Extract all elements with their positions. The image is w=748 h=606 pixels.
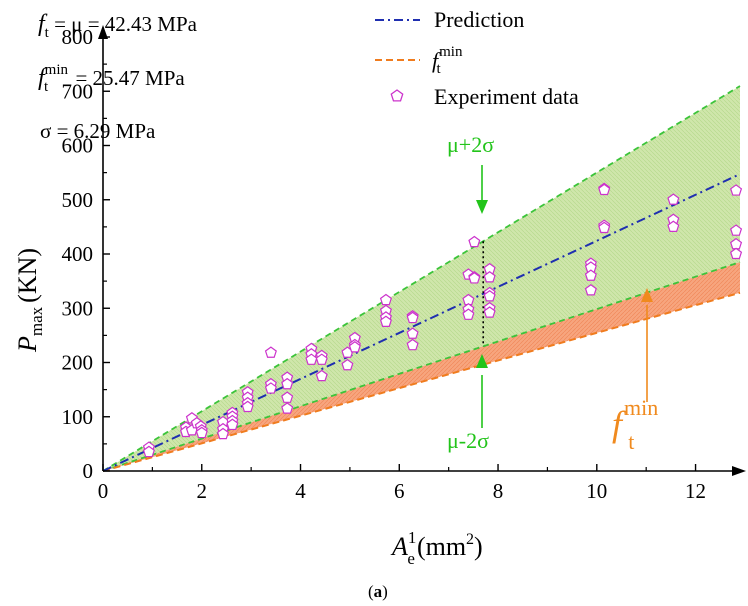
experiment-point <box>462 308 475 320</box>
experiment-point <box>483 270 496 283</box>
experiment-point <box>406 311 419 324</box>
experiment-point <box>195 426 208 439</box>
y-tick-label: 300 <box>62 296 94 320</box>
x-tick-label: 2 <box>197 479 208 503</box>
x-tick-label: 8 <box>493 479 504 503</box>
experiment-point <box>483 289 496 302</box>
y-tick-label: 800 <box>62 25 94 49</box>
experiment-point <box>241 400 254 413</box>
experiment-point <box>281 402 294 414</box>
parameter-block: ft = μ = 42.43 MPa fmin t = 25.47 MPa σ =… <box>38 11 198 143</box>
legend: Prediction fmin t Experiment data <box>375 7 579 109</box>
y-tick-label: 0 <box>83 459 94 483</box>
upper-annotation-label: μ+2σ <box>447 132 494 157</box>
experiment-point <box>315 353 328 365</box>
x-tick-label: 10 <box>586 479 607 503</box>
experiment-point <box>226 418 239 431</box>
y-axis-arrowhead <box>98 25 108 39</box>
experiment-point <box>406 338 419 351</box>
x-tick-label: 4 <box>295 479 306 503</box>
experiment-point <box>598 183 611 196</box>
ftmin-line <box>102 291 741 472</box>
x-axis-arrowhead <box>732 466 746 476</box>
ftmin-annotation-label: fmin t <box>612 395 658 454</box>
experiment-point <box>483 306 496 318</box>
experiment-point <box>584 284 597 296</box>
confidence-band-fill <box>103 86 740 471</box>
experiment-point <box>468 235 481 248</box>
lower-annotation-arrowhead <box>476 354 488 368</box>
y-tick-label: 700 <box>62 79 94 103</box>
y-tick-label: 100 <box>62 405 94 429</box>
experiment-point <box>341 358 354 371</box>
ftmin-annotation-arrowhead <box>641 288 653 302</box>
y-tick-label: 200 <box>62 351 94 375</box>
figure-caption: (a) <box>368 582 388 601</box>
legend-prediction-label: Prediction <box>434 7 524 32</box>
experiment-point <box>730 184 743 196</box>
experiment-point <box>264 382 277 394</box>
x-axis-title: A1 e(mm2) <box>390 528 483 568</box>
y-tick-label: 400 <box>62 242 94 266</box>
x-tick-label: 6 <box>394 479 405 503</box>
upper-annotation-arrowhead <box>476 200 488 214</box>
experiment-point <box>730 224 743 236</box>
experiment-point <box>379 315 392 327</box>
annotations: μ+2σ μ-2σ fmin t <box>447 132 658 454</box>
lower-bound-line <box>102 261 741 472</box>
experiment-points <box>142 182 743 458</box>
experiment-point <box>315 369 328 382</box>
prediction-line <box>102 173 741 472</box>
experiment-point <box>406 327 419 339</box>
x-tick-label: 0 <box>98 479 109 503</box>
legend-experiment-label: Experiment data <box>434 84 579 109</box>
experiment-point <box>264 346 277 358</box>
upper-bound-line <box>102 85 741 472</box>
experiment-point <box>730 247 743 260</box>
experiment-point <box>305 353 318 365</box>
experiment-point <box>379 293 392 306</box>
param-mu: ft = μ = 42.43 MPa <box>38 11 198 41</box>
param-ftmin: fmin t = 25.47 MPa <box>38 62 185 95</box>
y-axis-title: Pmax(KN) <box>13 248 46 353</box>
experiment-point <box>348 340 361 353</box>
experiment-point <box>667 193 680 205</box>
experiment-point <box>281 377 294 390</box>
legend-experiment-marker <box>390 89 404 102</box>
x-tick-label: 12 <box>685 479 706 503</box>
legend-ftmin-label: fmin t <box>432 44 463 77</box>
experiment-point <box>216 427 230 440</box>
axes: 0 2 4 6 8 10 12 0 100 200 300 400 500 600 700 800 <box>62 25 746 503</box>
experiment-point <box>598 221 611 234</box>
y-tick-label: 500 <box>62 188 94 212</box>
experiment-point <box>584 269 597 281</box>
experiment-point <box>142 445 155 458</box>
experiment-point <box>667 220 680 233</box>
y-tick-label: 600 <box>62 134 94 158</box>
param-sigma: σ = 6.29 MPa <box>40 119 156 143</box>
lower-annotation-label: μ-2σ <box>447 428 489 453</box>
experiment-point <box>468 272 481 284</box>
